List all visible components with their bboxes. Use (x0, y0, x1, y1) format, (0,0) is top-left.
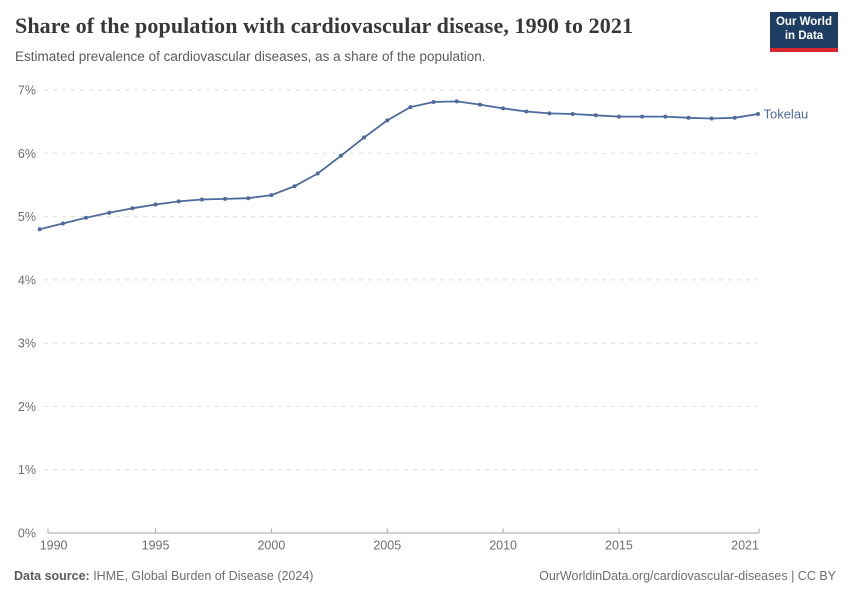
owid-logo-line1: Our World (775, 16, 832, 29)
series-line-tokelau[interactable] (38, 100, 759, 231)
data-point[interactable] (292, 184, 297, 189)
data-point[interactable] (477, 102, 482, 107)
y-tick-label: 2% (18, 400, 36, 414)
license-separator: | (787, 569, 798, 583)
data-point[interactable] (362, 135, 367, 140)
x-tick-label: 2010 (489, 539, 517, 553)
data-point[interactable] (408, 105, 413, 110)
owid-logo-line2: in Data (784, 30, 824, 42)
x-tick-label: 2005 (373, 539, 401, 553)
license-note: OurWorldinData.org/cardiovascular-diseas… (539, 569, 836, 583)
data-point[interactable] (107, 210, 112, 215)
data-point[interactable] (338, 153, 343, 158)
x-tick-label: 1995 (142, 539, 170, 553)
data-point[interactable] (176, 199, 181, 204)
y-tick-label: 4% (18, 273, 36, 287)
y-tick-label: 7% (18, 84, 36, 98)
data-point[interactable] (709, 116, 714, 121)
data-point[interactable] (454, 99, 459, 104)
data-point[interactable] (756, 112, 760, 116)
chart-subtitle: Estimated prevalence of cardiovascular d… (15, 49, 486, 64)
license-label[interactable]: CC BY (797, 569, 836, 583)
y-tick-label: 3% (18, 337, 36, 351)
data-point[interactable] (501, 106, 506, 111)
x-tick-label: 2021 (731, 539, 759, 553)
data-point[interactable] (199, 197, 204, 202)
owid-logo: Our World in Data (770, 12, 838, 52)
owid-url-link[interactable]: OurWorldinData.org/cardiovascular-diseas… (539, 569, 788, 583)
data-point[interactable] (84, 215, 88, 220)
data-source-value: IHME, Global Burden of Disease (2024) (89, 569, 314, 583)
data-point[interactable] (223, 196, 228, 201)
data-point[interactable] (153, 202, 158, 207)
data-source-note: Data source: IHME, Global Burden of Dise… (14, 569, 313, 583)
page-title: Share of the population with cardiovascu… (15, 13, 634, 38)
data-point[interactable] (732, 115, 737, 120)
data-point[interactable] (60, 221, 65, 226)
x-tick-label: 2015 (605, 539, 633, 553)
data-point[interactable] (37, 227, 42, 232)
series-label-tokelau[interactable]: Tokelau (763, 107, 808, 122)
y-tick-label: 5% (18, 210, 36, 224)
data-point[interactable] (269, 193, 274, 198)
data-point[interactable] (570, 112, 575, 116)
data-point[interactable] (246, 196, 251, 201)
x-tick-label: 1990 (40, 539, 68, 553)
data-source-label: Data source: (14, 569, 90, 583)
data-point[interactable] (315, 171, 320, 176)
data-point[interactable] (686, 115, 691, 120)
data-point[interactable] (547, 111, 552, 116)
data-point[interactable] (524, 109, 529, 114)
y-tick-label: 1% (18, 463, 36, 477)
data-point[interactable] (130, 206, 135, 211)
data-point[interactable] (617, 114, 621, 119)
y-tick-label: 6% (18, 147, 36, 161)
data-point[interactable] (385, 118, 390, 123)
x-tick-label: 2000 (257, 539, 285, 553)
data-point[interactable] (663, 114, 668, 119)
data-point[interactable] (640, 114, 645, 119)
data-point[interactable] (593, 113, 598, 118)
data-point[interactable] (431, 100, 436, 104)
y-tick-label: 0% (18, 527, 36, 541)
